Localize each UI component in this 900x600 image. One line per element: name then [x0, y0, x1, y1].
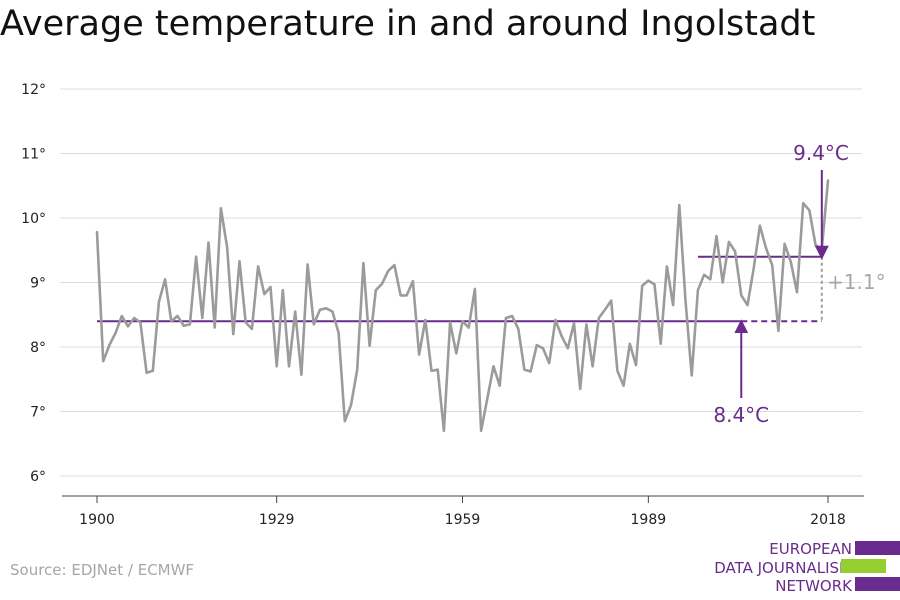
- x-tick-label: 2018: [810, 512, 846, 528]
- series-layer: [95, 179, 830, 433]
- y-tick-label: 10°: [21, 211, 46, 227]
- source-note: Source: EDJNet / ECMWF: [10, 561, 195, 579]
- logo-bar-2: [841, 559, 886, 573]
- y-tick-label: 7°: [30, 405, 46, 421]
- x-tick-label: 1959: [445, 512, 481, 528]
- x-tick-label: 1900: [79, 512, 115, 528]
- y-tick-label: 6°: [30, 469, 46, 485]
- y-tick-label: 12°: [21, 82, 46, 98]
- y-tick-label: 9°: [30, 276, 46, 292]
- logo-line-3: NETWORK: [775, 577, 852, 595]
- difference-label: +1.1°: [827, 270, 886, 294]
- logo-bar-1: [855, 541, 900, 555]
- edjnet-logo: EUROPEAN DATA JOURNALISM NETWORK: [700, 538, 900, 598]
- y-tick-label: 8°: [30, 340, 46, 356]
- annotations: 9.4°C 8.4°C +1.1°: [713, 141, 885, 427]
- temperature-series-line: [95, 179, 830, 433]
- logo-text: EUROPEAN DATA JOURNALISM NETWORK: [714, 540, 852, 596]
- logo-line-2: DATA JOURNALISM: [714, 558, 852, 577]
- chart-title: Average temperature in and around Ingols…: [0, 4, 816, 44]
- recent-value-label: 9.4°C: [793, 141, 849, 165]
- y-axis: 6° 7° 8° 9° 10° 11° 12°: [21, 82, 46, 485]
- logo-line-1: EUROPEAN: [769, 540, 852, 558]
- y-tick-label: 11°: [21, 147, 46, 163]
- x-tick-label: 1929: [259, 512, 295, 528]
- logo-bar-3: [855, 577, 900, 591]
- baseline-value-label: 8.4°C: [713, 403, 769, 427]
- x-tick-label: 1989: [631, 512, 667, 528]
- x-axis: 1900 1929 1959 1989 2018: [62, 495, 864, 528]
